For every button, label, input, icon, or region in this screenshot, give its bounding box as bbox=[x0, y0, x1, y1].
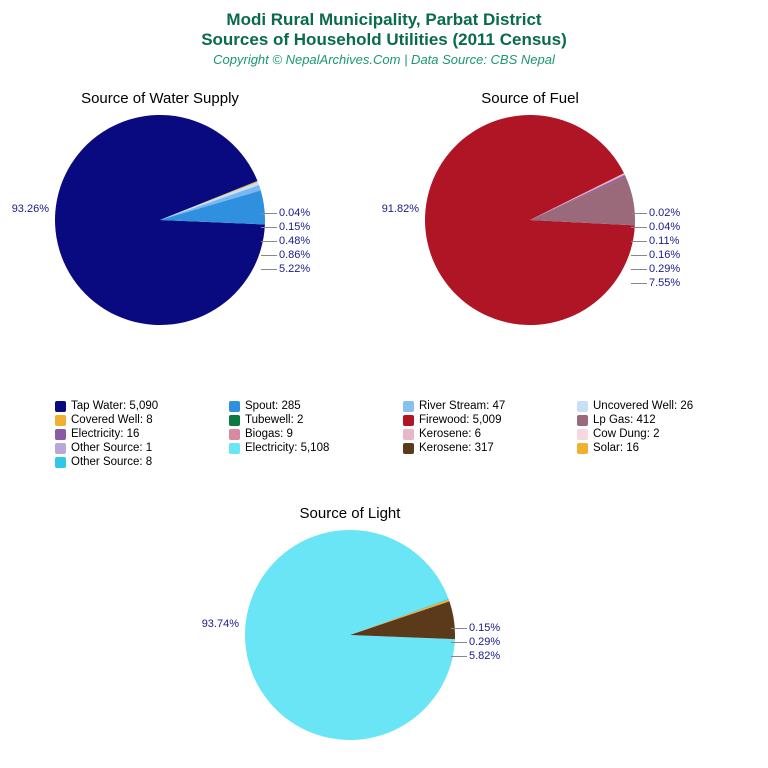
leader-line bbox=[261, 241, 277, 242]
legend-label: Tubewell: 2 bbox=[245, 414, 303, 426]
legend-swatch bbox=[55, 415, 66, 426]
leader-line bbox=[631, 255, 647, 256]
leader-line bbox=[451, 642, 467, 643]
legend-swatch bbox=[403, 443, 414, 454]
legend-label: Cow Dung: 2 bbox=[593, 428, 659, 440]
legend-item: River Stream: 47 bbox=[403, 400, 573, 412]
legend-swatch bbox=[229, 443, 240, 454]
legend-item: Biogas: 9 bbox=[229, 428, 399, 440]
fuel-chart-title: Source of Fuel bbox=[425, 90, 635, 107]
light-chart-title: Source of Light bbox=[245, 505, 455, 522]
legend-label: Kerosene: 6 bbox=[419, 428, 481, 440]
legend-swatch bbox=[403, 429, 414, 440]
leader-line bbox=[261, 255, 277, 256]
legend-swatch bbox=[229, 415, 240, 426]
leader-line bbox=[631, 227, 647, 228]
legend-item: Cow Dung: 2 bbox=[577, 428, 747, 440]
legend-label: River Stream: 47 bbox=[419, 400, 505, 412]
leader-line bbox=[631, 213, 647, 214]
fuel-chart: Source of Fuel 91.82%0.02%0.04%0.11%0.16… bbox=[425, 90, 635, 325]
legend-label: Other Source: 1 bbox=[71, 442, 152, 454]
leader-line bbox=[631, 269, 647, 270]
legend-item: Kerosene: 6 bbox=[403, 428, 573, 440]
slice-pct: 0.86% bbox=[279, 249, 310, 261]
light-chart: Source of Light 93.74%0.15%0.29%5.82% bbox=[245, 505, 455, 740]
legend-swatch bbox=[229, 401, 240, 412]
legend-label: Lp Gas: 412 bbox=[593, 414, 656, 426]
legend-item: Lp Gas: 412 bbox=[577, 414, 747, 426]
legend-label: Electricity: 5,108 bbox=[245, 442, 329, 454]
leader-line bbox=[631, 241, 647, 242]
slice-pct: 0.15% bbox=[279, 221, 310, 233]
leader-line bbox=[451, 656, 467, 657]
legend-swatch bbox=[577, 415, 588, 426]
fuel-pie-svg bbox=[425, 115, 635, 325]
slice-pct: 7.55% bbox=[649, 277, 680, 289]
legend-swatch bbox=[55, 401, 66, 412]
legend-item: Electricity: 5,108 bbox=[229, 442, 399, 454]
legend-swatch bbox=[577, 429, 588, 440]
dominant-pct: 93.74% bbox=[202, 618, 239, 630]
legend-item: Kerosene: 317 bbox=[403, 442, 573, 454]
legend-swatch bbox=[403, 415, 414, 426]
legend-item: Other Source: 8 bbox=[55, 456, 225, 468]
title-line1: Modi Rural Municipality, Parbat District bbox=[0, 10, 768, 30]
water-chart: Source of Water Supply 93.26%0.04%0.15%0… bbox=[55, 90, 265, 325]
slice-pct: 0.16% bbox=[649, 249, 680, 261]
legend-swatch bbox=[55, 429, 66, 440]
slice-pct: 0.02% bbox=[649, 207, 680, 219]
legend-swatch bbox=[55, 457, 66, 468]
legend-item: Other Source: 1 bbox=[55, 442, 225, 454]
slice-pct: 0.04% bbox=[649, 221, 680, 233]
title-line2: Sources of Household Utilities (2011 Cen… bbox=[0, 30, 768, 50]
legend-item: Spout: 285 bbox=[229, 400, 399, 412]
dominant-pct: 91.82% bbox=[382, 203, 419, 215]
light-pie-svg bbox=[245, 530, 455, 740]
leader-line bbox=[631, 283, 647, 284]
legend-swatch bbox=[577, 443, 588, 454]
dominant-pct: 93.26% bbox=[12, 203, 49, 215]
legend-label: Firewood: 5,009 bbox=[419, 414, 501, 426]
slice-pct: 0.15% bbox=[469, 622, 500, 634]
legend-label: Electricity: 16 bbox=[71, 428, 139, 440]
legend-item: Covered Well: 8 bbox=[55, 414, 225, 426]
water-pie: 93.26%0.04%0.15%0.48%0.86%5.22% bbox=[55, 115, 265, 325]
legend-item: Tap Water: 5,090 bbox=[55, 400, 225, 412]
legend-label: Kerosene: 317 bbox=[419, 442, 494, 454]
header: Modi Rural Municipality, Parbat District… bbox=[0, 0, 768, 67]
legend-item: Uncovered Well: 26 bbox=[577, 400, 747, 412]
water-pie-svg bbox=[55, 115, 265, 325]
slice-pct: 0.48% bbox=[279, 235, 310, 247]
legend-label: Tap Water: 5,090 bbox=[71, 400, 158, 412]
slice-pct: 5.22% bbox=[279, 263, 310, 275]
light-pie: 93.74%0.15%0.29%5.82% bbox=[245, 530, 455, 740]
legend-swatch bbox=[229, 429, 240, 440]
legend-swatch bbox=[403, 401, 414, 412]
legend-label: Covered Well: 8 bbox=[71, 414, 153, 426]
legend-item: Solar: 16 bbox=[577, 442, 747, 454]
legend-label: Biogas: 9 bbox=[245, 428, 293, 440]
legend: Tap Water: 5,090 Spout: 285 River Stream: … bbox=[55, 400, 747, 468]
leader-line bbox=[451, 628, 467, 629]
legend-label: Solar: 16 bbox=[593, 442, 639, 454]
leader-line bbox=[261, 227, 277, 228]
slice-pct: 0.04% bbox=[279, 207, 310, 219]
legend-item: Electricity: 16 bbox=[55, 428, 225, 440]
legend-label: Other Source: 8 bbox=[71, 456, 152, 468]
legend-item: Tubewell: 2 bbox=[229, 414, 399, 426]
slice-pct: 0.29% bbox=[469, 636, 500, 648]
subtitle: Copyright © NepalArchives.Com | Data Sou… bbox=[0, 52, 768, 67]
legend-item: Firewood: 5,009 bbox=[403, 414, 573, 426]
water-chart-title: Source of Water Supply bbox=[55, 90, 265, 107]
legend-label: Spout: 285 bbox=[245, 400, 301, 412]
legend-label: Uncovered Well: 26 bbox=[593, 400, 693, 412]
fuel-pie: 91.82%0.02%0.04%0.11%0.16%0.29%7.55% bbox=[425, 115, 635, 325]
slice-pct: 0.29% bbox=[649, 263, 680, 275]
legend-swatch bbox=[55, 443, 66, 454]
leader-line bbox=[261, 213, 277, 214]
slice-pct: 0.11% bbox=[649, 235, 679, 247]
legend-swatch bbox=[577, 401, 588, 412]
slice-pct: 5.82% bbox=[469, 650, 500, 662]
leader-line bbox=[261, 269, 277, 270]
